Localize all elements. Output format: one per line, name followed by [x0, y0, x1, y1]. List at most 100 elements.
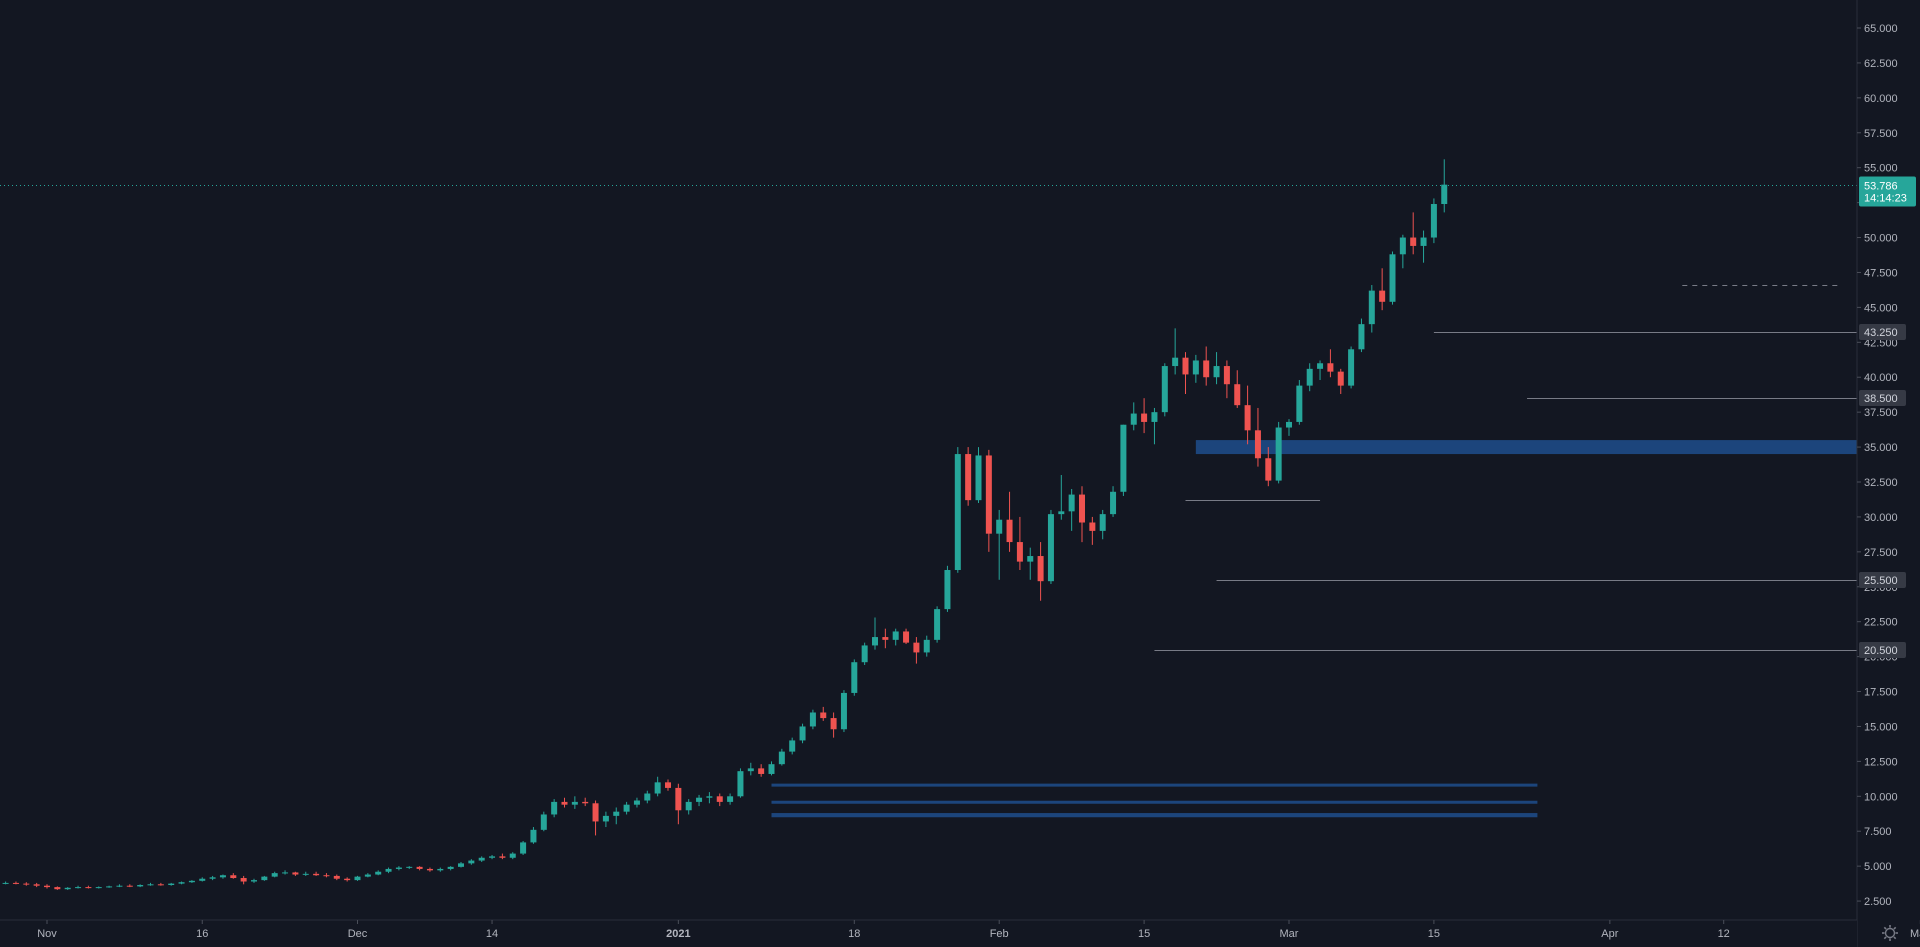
- candle[interactable]: [644, 790, 651, 804]
- candle[interactable]: [385, 867, 392, 874]
- candle[interactable]: [489, 854, 496, 860]
- candle[interactable]: [540, 811, 547, 832]
- candle[interactable]: [799, 723, 806, 744]
- time-axis-panel[interactable]: [0, 920, 1857, 947]
- candle[interactable]: [1348, 346, 1355, 389]
- candle[interactable]: [1161, 363, 1168, 417]
- candle[interactable]: [437, 867, 444, 872]
- candle[interactable]: [592, 800, 599, 836]
- candle[interactable]: [582, 797, 589, 807]
- candle[interactable]: [830, 712, 837, 738]
- candle[interactable]: [85, 885, 92, 889]
- candle[interactable]: [54, 886, 61, 890]
- candle[interactable]: [147, 882, 154, 886]
- candle[interactable]: [1213, 352, 1220, 385]
- candle[interactable]: [727, 793, 734, 805]
- candle[interactable]: [561, 797, 568, 808]
- candle[interactable]: [654, 776, 661, 797]
- candle[interactable]: [64, 887, 71, 890]
- candle[interactable]: [364, 873, 371, 878]
- candle[interactable]: [996, 509, 1003, 580]
- candle[interactable]: [271, 871, 278, 878]
- candle[interactable]: [1016, 516, 1023, 571]
- candle[interactable]: [12, 881, 19, 885]
- candle[interactable]: [137, 884, 144, 888]
- candle[interactable]: [1389, 251, 1396, 305]
- candle[interactable]: [1430, 198, 1437, 244]
- candle[interactable]: [985, 449, 992, 552]
- candle[interactable]: [675, 783, 682, 825]
- candle[interactable]: [1192, 354, 1199, 383]
- zone-rectangle[interactable]: [771, 813, 1538, 818]
- candle[interactable]: [188, 880, 195, 883]
- candle[interactable]: [882, 628, 889, 649]
- candle[interactable]: [230, 873, 237, 879]
- candle[interactable]: [696, 794, 703, 807]
- settings-gear-icon[interactable]: [1882, 925, 1898, 941]
- candle[interactable]: [116, 884, 123, 888]
- candle[interactable]: [892, 628, 899, 646]
- candle[interactable]: [75, 885, 82, 889]
- candle[interactable]: [1234, 370, 1241, 408]
- candle[interactable]: [1244, 385, 1251, 445]
- candle[interactable]: [520, 841, 527, 855]
- candle[interactable]: [106, 885, 113, 888]
- candle[interactable]: [323, 873, 330, 878]
- candle[interactable]: [426, 867, 433, 872]
- candle[interactable]: [1410, 212, 1417, 255]
- candle[interactable]: [478, 856, 485, 862]
- candle[interactable]: [872, 617, 878, 650]
- candle[interactable]: [716, 793, 723, 807]
- candle[interactable]: [602, 811, 609, 828]
- candle[interactable]: [758, 764, 765, 777]
- candle[interactable]: [1317, 360, 1324, 381]
- candle[interactable]: [840, 690, 847, 733]
- candle[interactable]: [861, 642, 868, 665]
- candle[interactable]: [1337, 368, 1344, 394]
- candle[interactable]: [778, 748, 785, 766]
- candle[interactable]: [1275, 421, 1282, 484]
- candle[interactable]: [633, 797, 640, 808]
- candle[interactable]: [416, 866, 423, 871]
- candle[interactable]: [1037, 542, 1044, 601]
- candle[interactable]: [1441, 159, 1448, 213]
- candle[interactable]: [23, 882, 30, 886]
- candle[interactable]: [1110, 486, 1117, 517]
- candle[interactable]: [685, 799, 692, 815]
- candle[interactable]: [126, 884, 133, 888]
- candle[interactable]: [447, 866, 454, 871]
- candle[interactable]: [1379, 268, 1386, 311]
- candle[interactable]: [1254, 407, 1261, 467]
- candle[interactable]: [1296, 380, 1303, 425]
- candle[interactable]: [1058, 475, 1065, 520]
- candle[interactable]: [251, 878, 257, 883]
- candle[interactable]: [1047, 509, 1054, 584]
- candle[interactable]: [261, 875, 268, 881]
- candle[interactable]: [1006, 491, 1013, 552]
- line-price-tag[interactable]: 38.500: [1859, 390, 1906, 406]
- candle[interactable]: [737, 768, 744, 798]
- candle[interactable]: [1399, 234, 1406, 269]
- candle[interactable]: [1120, 424, 1127, 496]
- candle[interactable]: [292, 871, 299, 876]
- candle[interactable]: [468, 859, 475, 865]
- candle[interactable]: [809, 709, 816, 730]
- candle[interactable]: [302, 871, 309, 876]
- candle[interactable]: [168, 882, 175, 886]
- candle[interactable]: [219, 874, 226, 879]
- zone-rectangle[interactable]: [771, 800, 1538, 804]
- candle[interactable]: [375, 870, 382, 876]
- candle[interactable]: [1141, 398, 1148, 434]
- candle[interactable]: [199, 877, 206, 882]
- candle[interactable]: [944, 565, 951, 612]
- candle[interactable]: [923, 635, 930, 657]
- candle[interactable]: [1203, 346, 1210, 386]
- candle[interactable]: [458, 861, 464, 868]
- candle[interactable]: [2, 881, 9, 885]
- candle[interactable]: [395, 866, 402, 871]
- candle[interactable]: [33, 882, 40, 888]
- candle[interactable]: [1265, 447, 1272, 487]
- candle[interactable]: [178, 881, 185, 885]
